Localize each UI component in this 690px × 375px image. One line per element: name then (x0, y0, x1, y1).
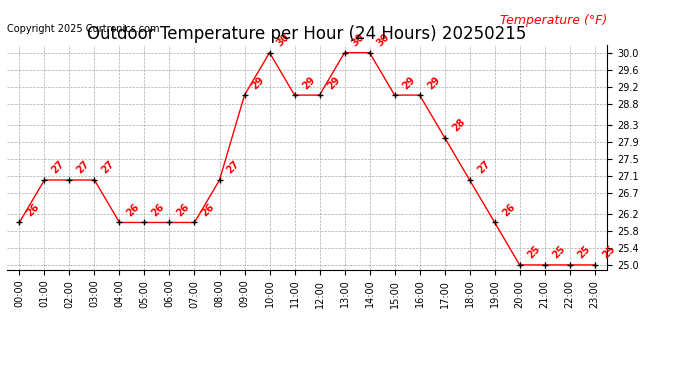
Text: Copyright 2025 Curtronics.com: Copyright 2025 Curtronics.com (7, 24, 159, 34)
Text: 26: 26 (175, 202, 192, 218)
Text: 30: 30 (375, 32, 392, 48)
Text: 27: 27 (100, 159, 117, 176)
Text: 27: 27 (75, 159, 92, 176)
Text: 30: 30 (275, 32, 292, 48)
Text: 30: 30 (350, 32, 367, 48)
Text: 27: 27 (50, 159, 67, 176)
Text: 26: 26 (25, 202, 41, 218)
Text: 25: 25 (575, 244, 592, 261)
Text: 27: 27 (225, 159, 241, 176)
Text: 29: 29 (325, 74, 342, 91)
Title: Outdoor Temperature per Hour (24 Hours) 20250215: Outdoor Temperature per Hour (24 Hours) … (88, 26, 526, 44)
Text: 26: 26 (150, 202, 167, 218)
Text: 25: 25 (525, 244, 542, 261)
Text: 29: 29 (400, 74, 417, 91)
Text: 26: 26 (200, 202, 217, 218)
Text: 25: 25 (550, 244, 567, 261)
Text: Temperature (°F): Temperature (°F) (500, 14, 607, 27)
Text: 26: 26 (125, 202, 141, 218)
Text: 27: 27 (475, 159, 492, 176)
Text: 29: 29 (300, 74, 317, 91)
Text: 28: 28 (450, 117, 467, 134)
Text: 29: 29 (250, 74, 267, 91)
Text: 26: 26 (500, 202, 517, 218)
Text: 29: 29 (425, 74, 442, 91)
Text: 25: 25 (600, 244, 617, 261)
